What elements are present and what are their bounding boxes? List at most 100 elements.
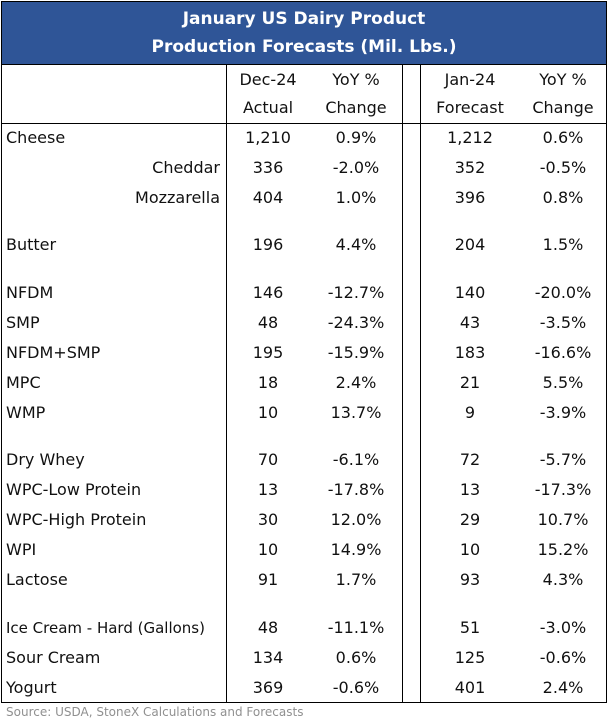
cell-yoy-forecast: -3.9% bbox=[539, 403, 587, 422]
cell-actual: 10 bbox=[257, 540, 279, 559]
row-label: Mozzarella bbox=[135, 188, 220, 207]
cell-yoy-forecast: 5.5% bbox=[542, 373, 584, 392]
header-actual-label: Actual bbox=[242, 98, 294, 117]
header-dec-label: Dec-24 bbox=[239, 70, 297, 89]
cell-yoy-actual: -6.1% bbox=[332, 450, 380, 469]
cell-actual: 196 bbox=[252, 235, 284, 254]
cell-actual: 10 bbox=[257, 403, 279, 422]
cell-yoy-forecast: -0.5% bbox=[539, 158, 587, 177]
cell-forecast: 183 bbox=[454, 343, 486, 362]
cell-yoy-actual: 4.4% bbox=[335, 235, 377, 254]
cell-actual: 195 bbox=[252, 343, 284, 362]
cell-actual: 70 bbox=[257, 450, 279, 469]
column-divider bbox=[402, 64, 403, 702]
header-change-label: Change bbox=[532, 98, 594, 117]
cell-actual: 48 bbox=[257, 618, 279, 637]
cell-actual: 336 bbox=[252, 158, 284, 177]
cell-actual: 18 bbox=[257, 373, 279, 392]
table-title: January US Dairy Product Production Fore… bbox=[2, 2, 606, 65]
cell-forecast: 13 bbox=[459, 480, 481, 499]
cell-actual: 91 bbox=[257, 570, 279, 589]
table-frame: January US Dairy Product Production Fore… bbox=[1, 1, 607, 703]
cell-yoy-forecast: -3.5% bbox=[539, 313, 587, 332]
cell-forecast: 125 bbox=[454, 648, 486, 667]
cell-yoy-forecast: -5.7% bbox=[539, 450, 587, 469]
cell-forecast: 401 bbox=[454, 678, 486, 697]
cell-forecast: 10 bbox=[459, 540, 481, 559]
cell-yoy-actual: 0.9% bbox=[335, 128, 377, 147]
cell-actual: 404 bbox=[252, 188, 284, 207]
row-label: WPI bbox=[6, 540, 37, 559]
cell-actual: 369 bbox=[252, 678, 284, 697]
title-line-1: January US Dairy Product bbox=[182, 9, 426, 29]
cell-yoy-actual: -11.1% bbox=[327, 618, 385, 637]
cell-yoy-actual: 12.0% bbox=[330, 510, 382, 529]
header-yoy-label: YoY % bbox=[332, 70, 380, 89]
cell-yoy-actual: 2.4% bbox=[335, 373, 377, 392]
cell-yoy-forecast: 15.2% bbox=[537, 540, 589, 559]
cell-yoy-forecast: -3.0% bbox=[539, 618, 587, 637]
row-label: NFDM+SMP bbox=[6, 343, 101, 362]
cell-yoy-actual: -17.8% bbox=[327, 480, 385, 499]
cell-yoy-forecast: 4.3% bbox=[542, 570, 584, 589]
source-note: Source: USDA, StoneX Calculations and Fo… bbox=[6, 705, 304, 719]
cell-forecast: 1,212 bbox=[447, 128, 493, 147]
row-label: WPC-Low Protein bbox=[6, 480, 142, 499]
cell-actual: 48 bbox=[257, 313, 279, 332]
cell-yoy-forecast: -17.3% bbox=[534, 480, 592, 499]
row-label: MPC bbox=[6, 373, 41, 392]
cell-yoy-actual: 0.6% bbox=[335, 648, 377, 667]
cell-yoy-actual: -24.3% bbox=[327, 313, 385, 332]
column-divider bbox=[226, 64, 227, 702]
row-label: Dry Whey bbox=[6, 450, 85, 469]
cell-actual: 134 bbox=[252, 648, 284, 667]
cell-yoy-forecast: 1.5% bbox=[542, 235, 584, 254]
cell-yoy-forecast: -0.6% bbox=[539, 648, 587, 667]
cell-forecast: 43 bbox=[459, 313, 481, 332]
header-divider bbox=[2, 123, 606, 124]
cell-yoy-actual: -15.9% bbox=[327, 343, 385, 362]
row-label: Yogurt bbox=[6, 678, 57, 697]
cell-yoy-forecast: -16.6% bbox=[534, 343, 592, 362]
row-label: NFDM bbox=[6, 283, 54, 302]
row-label: Cheese bbox=[6, 128, 66, 147]
cell-yoy-forecast: 2.4% bbox=[542, 678, 584, 697]
row-label: Lactose bbox=[6, 570, 68, 589]
header-yoy-label: YoY % bbox=[539, 70, 587, 89]
title-line-2: Production Forecasts (Mil. Lbs.) bbox=[151, 37, 457, 57]
cell-yoy-actual: 1.7% bbox=[335, 570, 377, 589]
cell-yoy-actual: 1.0% bbox=[335, 188, 377, 207]
column-divider bbox=[420, 64, 421, 702]
cell-actual: 1,210 bbox=[245, 128, 291, 147]
cell-forecast: 9 bbox=[464, 403, 476, 422]
header-jan-forecast: Jan-24 Forecast bbox=[420, 66, 520, 122]
row-label: Cheddar bbox=[152, 158, 220, 177]
cell-yoy-forecast: 0.8% bbox=[542, 188, 584, 207]
cell-yoy-actual: 14.9% bbox=[330, 540, 382, 559]
cell-yoy-actual: -12.7% bbox=[327, 283, 385, 302]
header-yoy-forecast: YoY % Change bbox=[520, 66, 606, 122]
cell-actual: 146 bbox=[252, 283, 284, 302]
cell-forecast: 204 bbox=[454, 235, 486, 254]
cell-yoy-actual: 13.7% bbox=[330, 403, 382, 422]
header-yoy-actual: YoY % Change bbox=[310, 66, 402, 122]
cell-forecast: 352 bbox=[454, 158, 486, 177]
row-label: Butter bbox=[6, 235, 57, 254]
row-label: Sour Cream bbox=[6, 648, 101, 667]
cell-yoy-forecast: 0.6% bbox=[542, 128, 584, 147]
row-label: Ice Cream - Hard (Gallons) bbox=[6, 619, 205, 637]
cell-forecast: 72 bbox=[459, 450, 481, 469]
cell-yoy-actual: -2.0% bbox=[332, 158, 380, 177]
header-change-label: Change bbox=[325, 98, 387, 117]
cell-forecast: 396 bbox=[454, 188, 486, 207]
row-label: WPC-High Protein bbox=[6, 510, 147, 529]
cell-yoy-actual: -0.6% bbox=[332, 678, 380, 697]
cell-forecast: 51 bbox=[459, 618, 481, 637]
cell-yoy-forecast: -20.0% bbox=[534, 283, 592, 302]
row-label: WMP bbox=[6, 403, 46, 422]
cell-forecast: 29 bbox=[459, 510, 481, 529]
cell-actual: 30 bbox=[257, 510, 279, 529]
cell-forecast: 21 bbox=[459, 373, 481, 392]
header-forecast-label: Forecast bbox=[436, 98, 504, 117]
cell-actual: 13 bbox=[257, 480, 279, 499]
